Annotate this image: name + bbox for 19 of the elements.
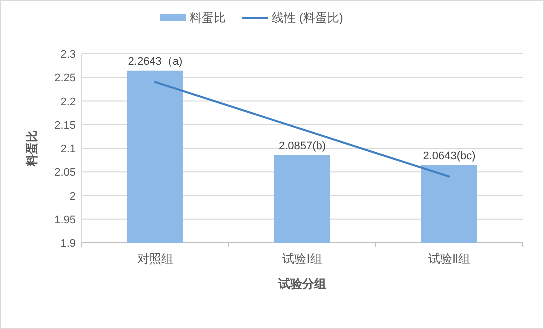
y-tick-label: 2.25	[54, 72, 76, 85]
y-tick-label: 2.2	[60, 96, 76, 108]
y-tick-label: 1.95	[54, 214, 76, 226]
x-axis-title: 试验分组	[278, 277, 326, 291]
x-tick-label: 对照组	[138, 252, 174, 266]
x-tick-label: 试验Ⅰ组	[282, 252, 322, 266]
x-tick-label: 试验Ⅱ组	[428, 252, 470, 266]
legend-label: 线性 (料蛋比)	[272, 11, 344, 25]
y-tick-label: 1.9	[60, 238, 76, 250]
y-tick-label: 2.15	[54, 120, 76, 132]
data-label: 2.0857(b)	[278, 140, 326, 152]
y-axis-title: 料蛋比	[25, 130, 39, 168]
y-tick-label: 2.05	[54, 167, 76, 180]
y-tick-label: 2.3	[60, 49, 76, 61]
legend-label: 料蛋比	[190, 11, 226, 25]
data-label: 2.0643(bc)	[423, 150, 476, 162]
y-tick-label: 2	[70, 190, 76, 203]
data-label: 2.2643（a)	[128, 56, 183, 68]
y-tick-label: 2.1	[60, 144, 76, 156]
